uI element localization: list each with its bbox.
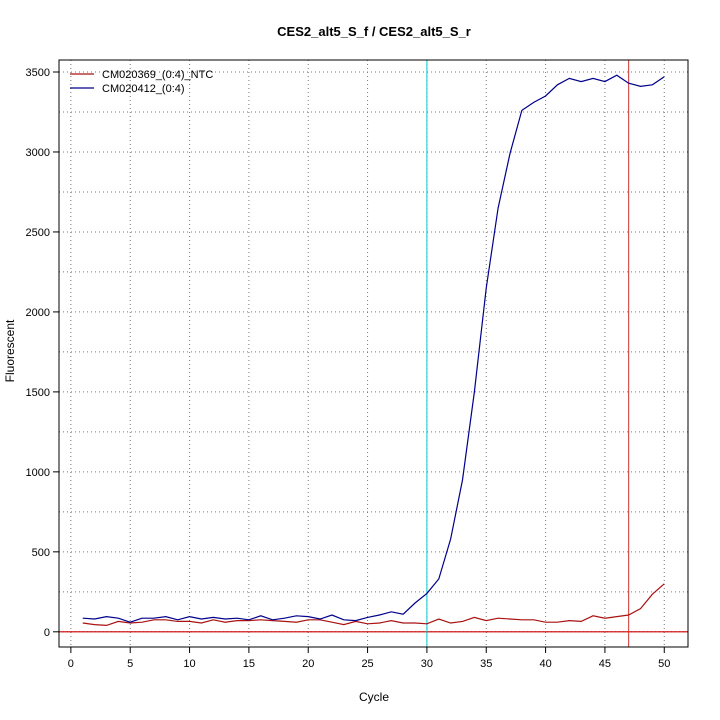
- y-tick-label: 3000: [26, 147, 50, 159]
- x-tick-label: 30: [421, 658, 433, 670]
- legend: CM020369_(0:4)_NTC CM020412_(0:4): [70, 69, 213, 95]
- reference-lines: [59, 60, 688, 647]
- x-tick-label: 50: [658, 658, 670, 670]
- y-tick-label: 0: [44, 627, 50, 639]
- x-tick-label: 15: [243, 658, 255, 670]
- x-axis-label: Cycle: [359, 690, 389, 704]
- plot-frame: [58, 59, 689, 648]
- y-tick-label: 1000: [26, 467, 50, 479]
- x-tick-label: 5: [127, 658, 133, 670]
- y-tick-label: 2000: [26, 307, 50, 319]
- x-tick-label: 35: [480, 658, 492, 670]
- y-tick-label: 500: [32, 547, 50, 559]
- y-axis-label: Fluorescent: [3, 319, 17, 382]
- chart-title: CES2_alt5_S_f / CES2_alt5_S_r: [277, 24, 471, 39]
- y-axis: 0 500 1000 1500 2000 2500 3000 3500: [26, 67, 59, 639]
- series-line-2: [82, 74, 665, 623]
- x-tick-label: 10: [183, 658, 195, 670]
- grid: [59, 60, 688, 647]
- x-tick-label: 40: [539, 658, 551, 670]
- y-tick-label: 2500: [26, 227, 50, 239]
- series-lines: [82, 74, 665, 627]
- x-tick-label: 45: [599, 658, 611, 670]
- legend-label: CM020412_(0:4): [102, 83, 185, 95]
- x-tick-label: 0: [68, 658, 74, 670]
- x-tick-label: 25: [361, 658, 373, 670]
- y-tick-label: 3500: [26, 67, 50, 79]
- x-tick-label: 20: [302, 658, 314, 670]
- series-line-1: [82, 583, 665, 627]
- legend-label: CM020369_(0:4)_NTC: [102, 69, 213, 81]
- x-axis: 0 5 10 15 20 25 30 35 40 45 50: [68, 647, 670, 670]
- y-tick-label: 1500: [26, 387, 50, 399]
